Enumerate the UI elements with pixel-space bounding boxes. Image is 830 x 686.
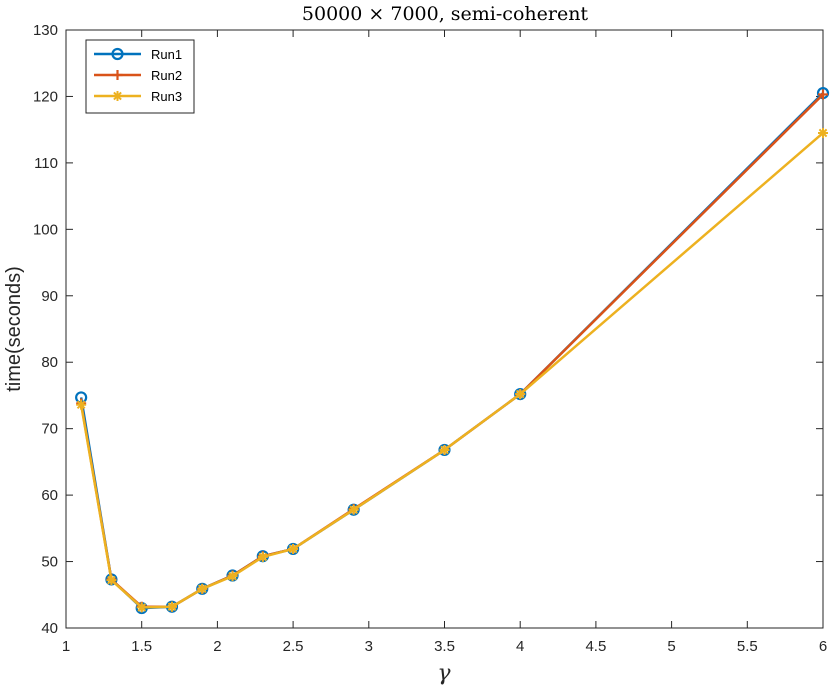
y-tick-label: 100 bbox=[33, 221, 58, 238]
x-axis: 1 1.5 2 2.5 3 3.5 4 4.5 5 5.5 6 bbox=[62, 30, 827, 655]
y-tick-label: 80 bbox=[41, 354, 58, 371]
y-tick-label: 70 bbox=[41, 421, 58, 438]
chart-title: 50000 × 7000, semi-coherent bbox=[302, 3, 589, 25]
x-tick-label: 1 bbox=[62, 638, 70, 655]
data-point bbox=[227, 571, 238, 582]
data-point bbox=[348, 504, 359, 515]
data-point bbox=[166, 601, 177, 612]
x-axis-label: γ bbox=[437, 661, 451, 686]
y-tick-label: 40 bbox=[41, 620, 58, 637]
marker-ast-d2 bbox=[288, 544, 298, 554]
series-run2 bbox=[76, 89, 828, 612]
x-tick-label: 3.5 bbox=[434, 638, 455, 655]
y-tick-label: 120 bbox=[33, 88, 58, 105]
legend-label: Run3 bbox=[151, 89, 182, 104]
plot-area bbox=[65, 29, 824, 629]
data-point bbox=[288, 543, 299, 554]
marker-ast-d2 bbox=[228, 571, 237, 581]
data-point bbox=[197, 583, 208, 594]
y-tick-label: 110 bbox=[34, 155, 58, 172]
y-tick-label: 50 bbox=[41, 554, 58, 571]
legend: Run1 Run2 Run3 bbox=[85, 39, 195, 114]
data-point bbox=[818, 89, 828, 100]
x-tick-label: 2.5 bbox=[283, 638, 304, 655]
x-tick-label: 4.5 bbox=[585, 638, 606, 655]
legend-item-run3: Run3 bbox=[94, 89, 182, 104]
legend-marker bbox=[112, 91, 123, 101]
marker-ast-d2 bbox=[76, 400, 86, 410]
x-tick-label: 6 bbox=[819, 638, 827, 655]
marker-ast-d2 bbox=[197, 584, 207, 594]
series-layer bbox=[75, 87, 830, 615]
data-point bbox=[136, 602, 147, 613]
legend-marker bbox=[111, 47, 124, 61]
series-line bbox=[79, 93, 824, 608]
legend-item-run1: Run1 bbox=[94, 47, 182, 62]
series-line bbox=[79, 132, 824, 609]
x-tick-label: 5 bbox=[667, 638, 675, 655]
y-axis: 40 50 60 70 80 90 100 110 120 130 bbox=[33, 22, 823, 637]
y-tick-label: 90 bbox=[41, 288, 58, 305]
data-point bbox=[257, 551, 268, 562]
marker-ast-d2 bbox=[107, 575, 116, 585]
marker-ast-d2 bbox=[440, 445, 449, 455]
marker-circle bbox=[111, 47, 124, 61]
x-tick-label: 5.5 bbox=[737, 638, 758, 655]
legend-box bbox=[85, 39, 195, 114]
series-run3 bbox=[76, 127, 828, 613]
y-tick-label: 60 bbox=[41, 487, 58, 504]
legend-label: Run2 bbox=[151, 68, 182, 83]
legend-item-run2: Run2 bbox=[94, 68, 182, 83]
x-tick-label: 1.5 bbox=[131, 638, 152, 655]
x-tick-label: 3 bbox=[365, 638, 373, 655]
y-tick-label: 130 bbox=[33, 22, 58, 39]
marker-ast-d2 bbox=[258, 552, 268, 562]
series-run1 bbox=[75, 87, 830, 615]
marker-ast-d2 bbox=[137, 603, 147, 612]
marker-ast-d2 bbox=[818, 128, 828, 138]
x-tick-label: 4 bbox=[516, 638, 524, 655]
x-tick-label: 2 bbox=[213, 638, 221, 655]
data-point bbox=[106, 575, 117, 586]
marker-ast-d2 bbox=[349, 505, 358, 515]
series-line bbox=[79, 92, 824, 610]
marker-ast-d2 bbox=[167, 602, 177, 612]
data-point bbox=[76, 399, 87, 410]
data-point bbox=[515, 389, 526, 400]
data-point bbox=[818, 127, 828, 138]
plot-frame bbox=[65, 29, 824, 629]
marker-ast-d2 bbox=[113, 91, 122, 101]
legend-marker bbox=[112, 70, 123, 80]
data-point bbox=[439, 444, 450, 455]
marker-ast-d2 bbox=[515, 389, 525, 399]
y-axis-label: time(seconds) bbox=[3, 266, 25, 392]
legend-label: Run1 bbox=[151, 47, 182, 62]
